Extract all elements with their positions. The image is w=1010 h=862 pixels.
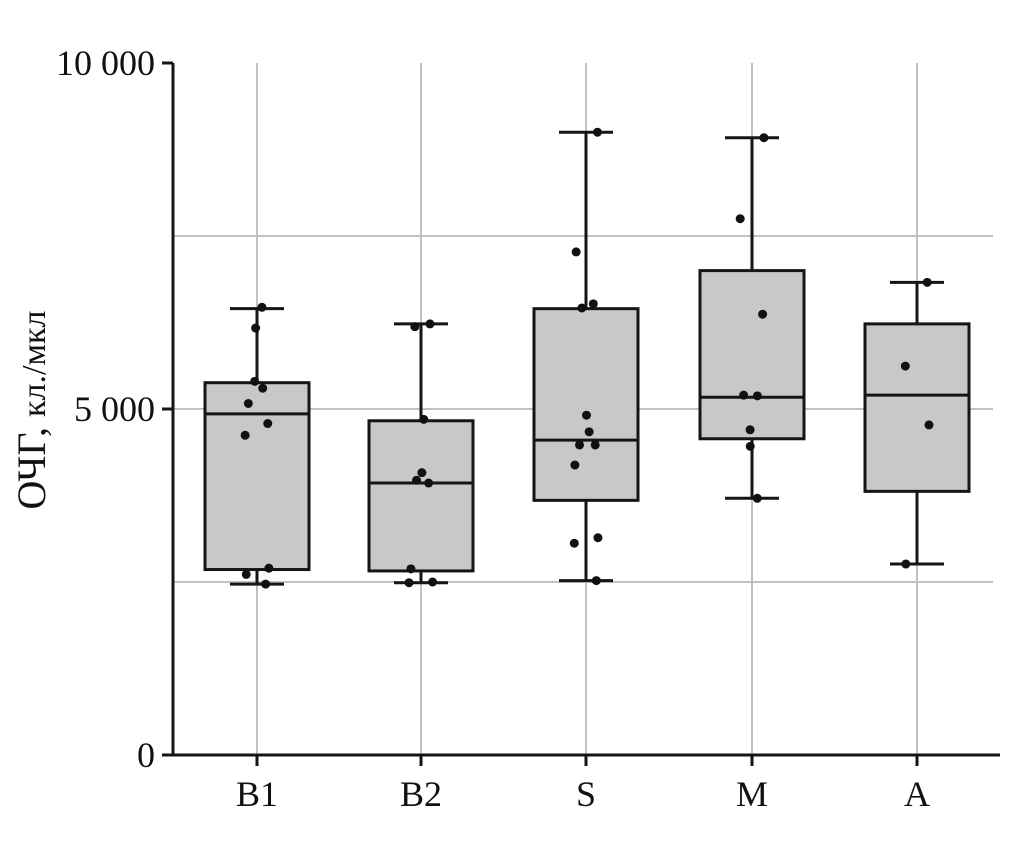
data-point-b2 <box>412 475 422 485</box>
data-point-s <box>591 576 601 586</box>
data-point-b2 <box>410 322 420 332</box>
data-point-m <box>758 309 768 319</box>
data-point-b1 <box>241 569 251 579</box>
y-tick-label: 10 000 <box>56 43 155 83</box>
data-point-m <box>759 133 769 143</box>
axes-layer <box>162 61 1000 766</box>
data-point-m <box>745 441 755 451</box>
data-point-s <box>577 303 587 313</box>
data-point-m <box>752 391 762 401</box>
data-point-s <box>592 127 602 137</box>
x-tick-label-s: S <box>576 774 596 814</box>
data-point-s <box>575 440 585 450</box>
data-point-b1 <box>250 376 260 386</box>
data-point-b2 <box>424 478 434 488</box>
data-point-b1 <box>240 430 250 440</box>
y-axis-title-main: ОЧГ, <box>9 427 54 510</box>
data-point-s <box>593 533 603 543</box>
data-point-s <box>588 299 598 309</box>
data-point-s <box>569 538 579 548</box>
box-a <box>863 322 971 493</box>
data-point-b1 <box>263 419 273 429</box>
data-point-a <box>922 277 932 287</box>
boxes-layer <box>203 130 971 586</box>
y-axis-title: ОЧГ, кл./мкл <box>9 311 54 510</box>
box-b1 <box>203 381 311 572</box>
data-point-s <box>571 247 581 257</box>
data-point-b1 <box>264 563 274 573</box>
x-tick-label-b1: B1 <box>236 774 278 814</box>
points-layer <box>240 127 934 589</box>
data-point-a <box>924 420 934 430</box>
data-point-m <box>752 493 762 503</box>
data-point-m <box>745 425 755 435</box>
y-tick-label: 5 000 <box>74 389 155 429</box>
data-point-b2 <box>428 577 438 587</box>
data-point-b1 <box>261 579 271 589</box>
x-tick-label-b2: B2 <box>400 774 442 814</box>
box-m <box>698 269 806 441</box>
data-point-a <box>901 559 911 569</box>
data-point-s <box>590 440 600 450</box>
box-b2 <box>367 419 475 573</box>
data-point-b1 <box>257 302 267 312</box>
data-point-b1 <box>243 398 253 408</box>
y-axis-title-unit: кл./мкл <box>16 311 53 417</box>
data-point-b2 <box>419 414 429 424</box>
data-point-s <box>584 427 594 437</box>
data-point-b2 <box>425 319 435 329</box>
x-tick-label-a: A <box>904 774 930 814</box>
data-point-m <box>735 214 745 224</box>
data-point-b1 <box>251 323 261 333</box>
data-point-b2 <box>404 578 414 588</box>
x-tick-label-m: M <box>736 774 768 814</box>
labels-layer: ОЧГ, кл./мкл 0 5 000 10 000 B1 B2 S M A <box>9 43 930 814</box>
data-point-s <box>570 460 580 470</box>
data-point-a <box>900 361 910 371</box>
data-point-s <box>582 410 592 420</box>
y-tick-label: 0 <box>137 735 155 775</box>
data-point-m <box>739 390 749 400</box>
data-point-b2 <box>417 468 427 478</box>
box-s <box>532 307 640 502</box>
data-point-b2 <box>406 564 416 574</box>
data-point-b1 <box>258 383 268 393</box>
